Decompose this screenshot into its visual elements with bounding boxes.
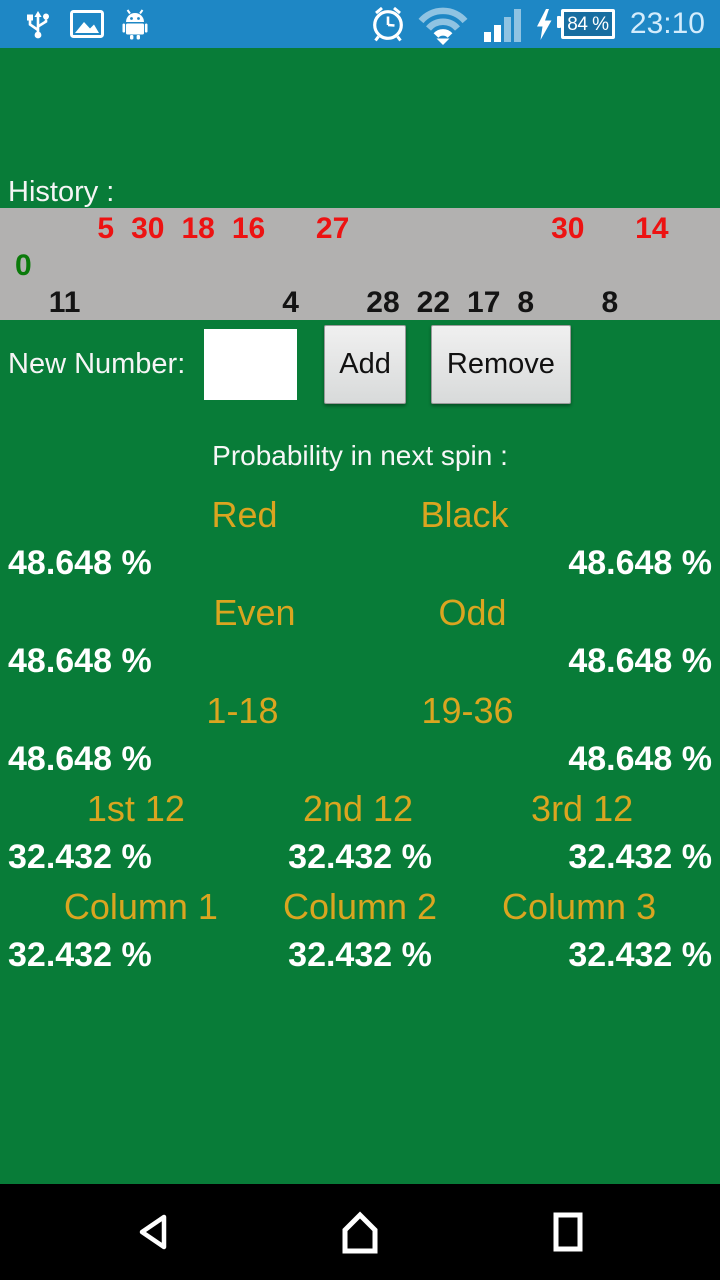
probability-value: 48.648 % [8,642,152,680]
history-number: 0 [15,249,32,282]
battery-level: 84 % [567,13,609,35]
history-strip: 0 11 5 30 18 16 4 27 28 22 17 8 30 8 14 [0,208,720,320]
history-number: 27 [315,212,350,245]
probability-value: 48.648 % [8,544,152,582]
alarm-icon [373,6,403,42]
history-number: 14 [635,212,669,245]
new-number-input[interactable] [204,328,298,400]
bet-label: 3rd 12 [531,788,634,829]
history-number: 17 [467,286,501,319]
probability-value: 48.648 % [568,740,712,778]
history-number: 11 [48,286,81,319]
bet-label: 19-36 [421,690,514,731]
history-number: 8 [601,286,619,319]
probability-value: 32.432 % [8,936,152,974]
history-label: History : [8,176,115,208]
new-number-label: New Number: [8,347,186,380]
bet-label: Red [211,494,278,535]
history-number: 4 [282,286,299,319]
probability-value-row: 48.648 % 48.648 % [0,637,720,686]
new-number-row: New Number: Add Remove [0,322,720,406]
history-number: 5 [97,212,115,245]
probability-label-row: 1-18 19-36 [0,686,720,735]
probability-title: Probability in next spin : [212,440,508,471]
status-bar: 84 % 23:10 [0,0,720,48]
photo-icon [70,10,104,38]
probability-label-row: Red Black [0,490,720,539]
probability-value: 48.648 % [568,544,712,582]
history-number: 28 [366,286,400,319]
probability-value: 48.648 % [8,740,152,778]
wifi-icon [418,7,468,45]
history-number: 30 [551,212,585,245]
probability-value-row: 48.648 % 48.648 % [0,735,720,784]
probability-label-row: Even Odd [0,588,720,637]
probability-value: 32.432 % [568,838,712,876]
bet-label: Column 1 [63,886,218,927]
remove-button[interactable]: Remove [430,324,571,404]
recents-icon[interactable] [544,1208,592,1256]
probability-label-row: 1st 12 2nd 12 3rd 12 [0,784,720,833]
signal-icon [483,9,521,42]
history-number: 18 [181,212,215,245]
bet-label: 1st 12 [86,788,185,829]
battery-icon: 84 % [556,9,615,39]
probability-label-row: Column 1 Column 2 Column 3 [0,882,720,931]
back-icon[interactable] [128,1208,176,1256]
android-icon [122,8,148,39]
probability-value: 32.432 % [8,838,152,876]
probability-value: 32.432 % [288,936,432,974]
bet-label: Black [420,494,509,535]
bet-label: Column 2 [282,886,438,927]
probability-value: 48.648 % [568,642,712,680]
probability-value-row: 32.432 % 32.432 % 32.432 % [0,931,720,980]
history-number: 30 [131,212,165,245]
probability-value: 32.432 % [568,936,712,974]
home-icon[interactable] [336,1208,384,1256]
charging-bolt-icon [536,8,552,40]
bet-label: Odd [438,592,507,633]
bet-label: 2nd 12 [302,788,414,829]
history-number: 8 [517,286,535,319]
add-button[interactable]: Add [324,324,406,404]
probability-value-row: 48.648 % 48.648 % [0,539,720,588]
bet-label: Even [213,592,296,633]
navigation-bar [0,1184,720,1280]
bet-label: Column 3 [502,886,657,927]
status-bar-left-icons [24,8,148,40]
bet-label: 1-18 [206,690,279,731]
history-number: 22 [416,286,451,319]
history-number: 16 [231,212,266,245]
status-clock: 23:10 [629,7,705,40]
probability-rows: Red Black 48.648 % 48.648 % Even Odd 48.648 % 4… [0,490,720,980]
usb-icon [27,11,49,39]
status-bar-right: 84 % 23:10 [370,4,705,45]
probability-value-row: 32.432 % 32.432 % 32.432 % [0,833,720,882]
probability-value: 32.432 % [288,838,432,876]
